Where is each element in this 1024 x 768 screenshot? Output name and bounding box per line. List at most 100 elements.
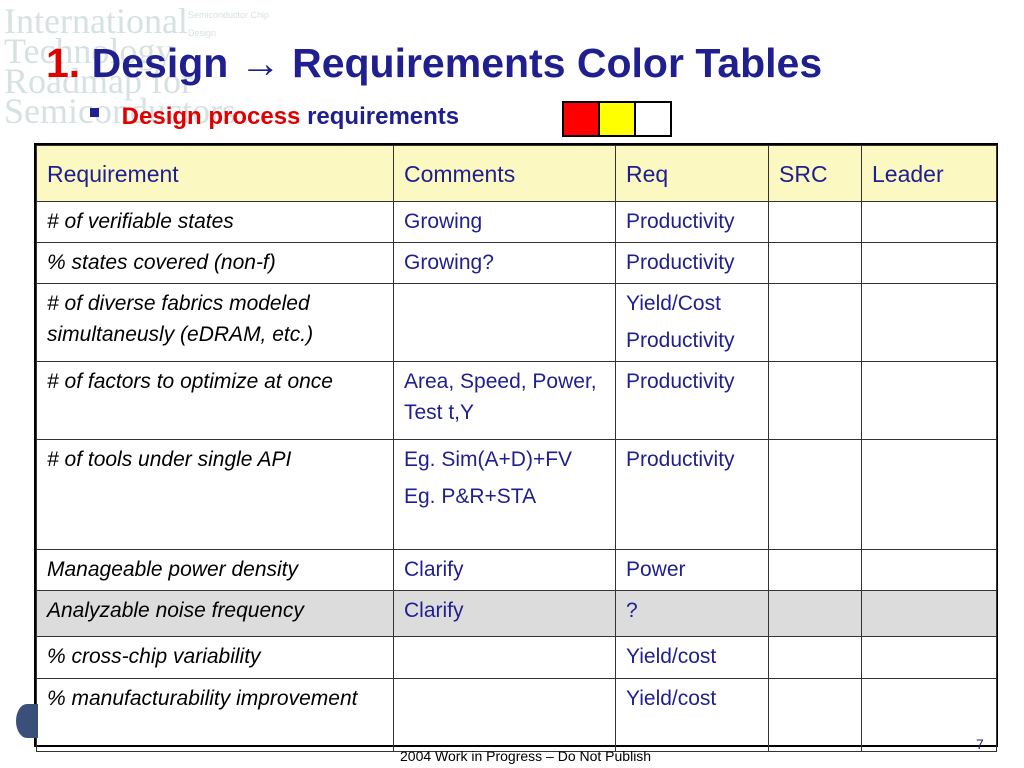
itrs-logo-watermark: International Technology Roadmap for Sem… [0,0,236,170]
requirements-table: Requirement Comments Req SRC Leader # of… [36,145,997,752]
table-row: Manageable power density Clarify Power [36,549,997,591]
requirement-cell: % manufacturability improvement [36,678,394,752]
leader-cell [861,283,997,362]
slide-title: 1. Design → Requirements Color Tables [46,40,822,87]
cell-line: % manufacturability improvement [47,687,358,710]
footer-text: 2004 Work in Progress – Do Not Publish [400,748,652,764]
comments-cell: Clarify [393,590,616,637]
src-cell [768,439,862,550]
square-bullet-icon [90,108,99,118]
table-row: # of diverse fabrics modeled simultaneus… [36,283,997,362]
cell-line: Growing [404,210,483,233]
comments-cell [393,636,616,679]
req-cell: Productivity [615,201,769,243]
cell-line: Yield/cost [626,687,717,710]
table-row: % cross-chip variability Yield/cost [36,636,997,679]
yellow-swatch [600,103,636,135]
cell-line: Productivity [626,448,735,471]
title-number: 1. [46,40,81,86]
cell-line: Clarify [404,558,464,581]
requirement-cell: # of factors to optimize at once [36,361,394,440]
logo-line: Roadmap for [4,61,193,101]
src-cell [768,590,862,637]
cell-line: Productivity [626,370,735,393]
cell-line: Yield/cost [626,645,717,668]
logo-faint-line: Semiconductor Chip [188,10,270,20]
req-cell: Power [615,549,769,591]
comments-cell: Growing [393,201,616,243]
comments-cell [393,283,616,362]
leader-cell [861,242,997,284]
requirement-cell: Manageable power density [36,549,394,591]
cell-line: Power [626,558,686,581]
table-row: # of tools under single API Eg. Sim(A+D)+… [36,439,997,550]
header-row: Requirement Comments Req SRC Leader [36,145,997,202]
comments-cell: Area, Speed, Power, Test t,Y [393,361,616,440]
table-body: # of verifiable states Growing Productivit… [36,201,997,752]
req-cell: Yield/Cost Productivity [615,283,769,362]
cell-line: Productivity [626,251,735,274]
white-swatch [636,103,670,135]
leader-cell [861,201,997,243]
table-row: # of factors to optimize at once Area, Sp… [36,361,997,440]
cell-line: Area, Speed, Power, Test t,Y [404,370,597,424]
cell-line: Growing? [404,251,494,274]
header-comments: Comments [393,145,616,202]
cell-line: # of verifiable states [47,210,234,233]
logo-faint-text: Semiconductor Chip Design [188,6,269,42]
cell-line: Yield/Cost [626,292,721,315]
cell-line: % states covered (non-f) [47,251,276,274]
req-cell: ? [615,590,769,637]
cell-line: Eg. Sim(A+D)+FV [404,448,573,471]
header-src: SRC [768,145,862,202]
subtitle-bullet: Design process requirements [90,103,459,131]
requirement-cell: # of verifiable states [36,201,394,243]
src-cell [768,242,862,284]
comments-cell: Growing? [393,242,616,284]
logo-line: International [4,1,188,41]
src-cell [768,549,862,591]
cell-line: # of tools under single API [47,448,292,471]
leader-cell [861,549,997,591]
req-cell: Yield/cost [615,636,769,679]
cell-line: # of factors to optimize at once [47,370,333,393]
logo-line: Technology [4,31,174,71]
logo-faint-line: Design [188,28,217,38]
requirement-cell: % cross-chip variability [36,636,394,679]
leader-cell [861,636,997,679]
table-row: # of verifiable states Growing Productivit… [36,201,997,243]
cell-line: Eg. P&R+STA [404,485,537,508]
cell-line: Productivity [626,210,735,233]
cell-line: Productivity [626,329,735,352]
cell-line: % cross-chip variability [47,645,261,668]
title-text: Design → Requirements Color Tables [91,40,823,86]
src-cell [768,201,862,243]
cell-line: Clarify [404,599,464,622]
header-leader: Leader [861,145,997,202]
src-cell [768,283,862,362]
src-cell [768,678,862,752]
header-req: Req [615,145,769,202]
comments-cell [393,678,616,752]
globe-logo-icon [16,704,38,738]
req-cell: Yield/cost [615,678,769,752]
comments-cell: Clarify [393,549,616,591]
table-row: % manufacturability improvement Yield/cos… [36,678,997,752]
leader-cell [861,590,997,637]
requirement-cell: # of diverse fabrics modeled simultaneus… [36,283,394,362]
cell-line: Analyzable noise frequency [47,599,304,622]
subtitle-blue: requirements [307,103,460,130]
table-row: % states covered (non-f) Growing? Producti… [36,242,997,284]
req-cell: Productivity [615,439,769,550]
src-cell [768,361,862,440]
page-number: 7 [976,736,984,752]
leader-cell [861,678,997,752]
red-swatch [564,103,600,135]
cell-line: # of diverse fabrics modeled simultaneus… [47,292,314,346]
comments-cell: Eg. Sim(A+D)+FV Eg. P&R+STA [393,439,616,550]
subtitle-red: Design process [121,103,301,130]
leader-cell [861,439,997,550]
header-requirement: Requirement [36,145,394,202]
table-row: Analyzable noise frequency Clarify? [36,590,997,637]
req-cell: Productivity [615,361,769,440]
